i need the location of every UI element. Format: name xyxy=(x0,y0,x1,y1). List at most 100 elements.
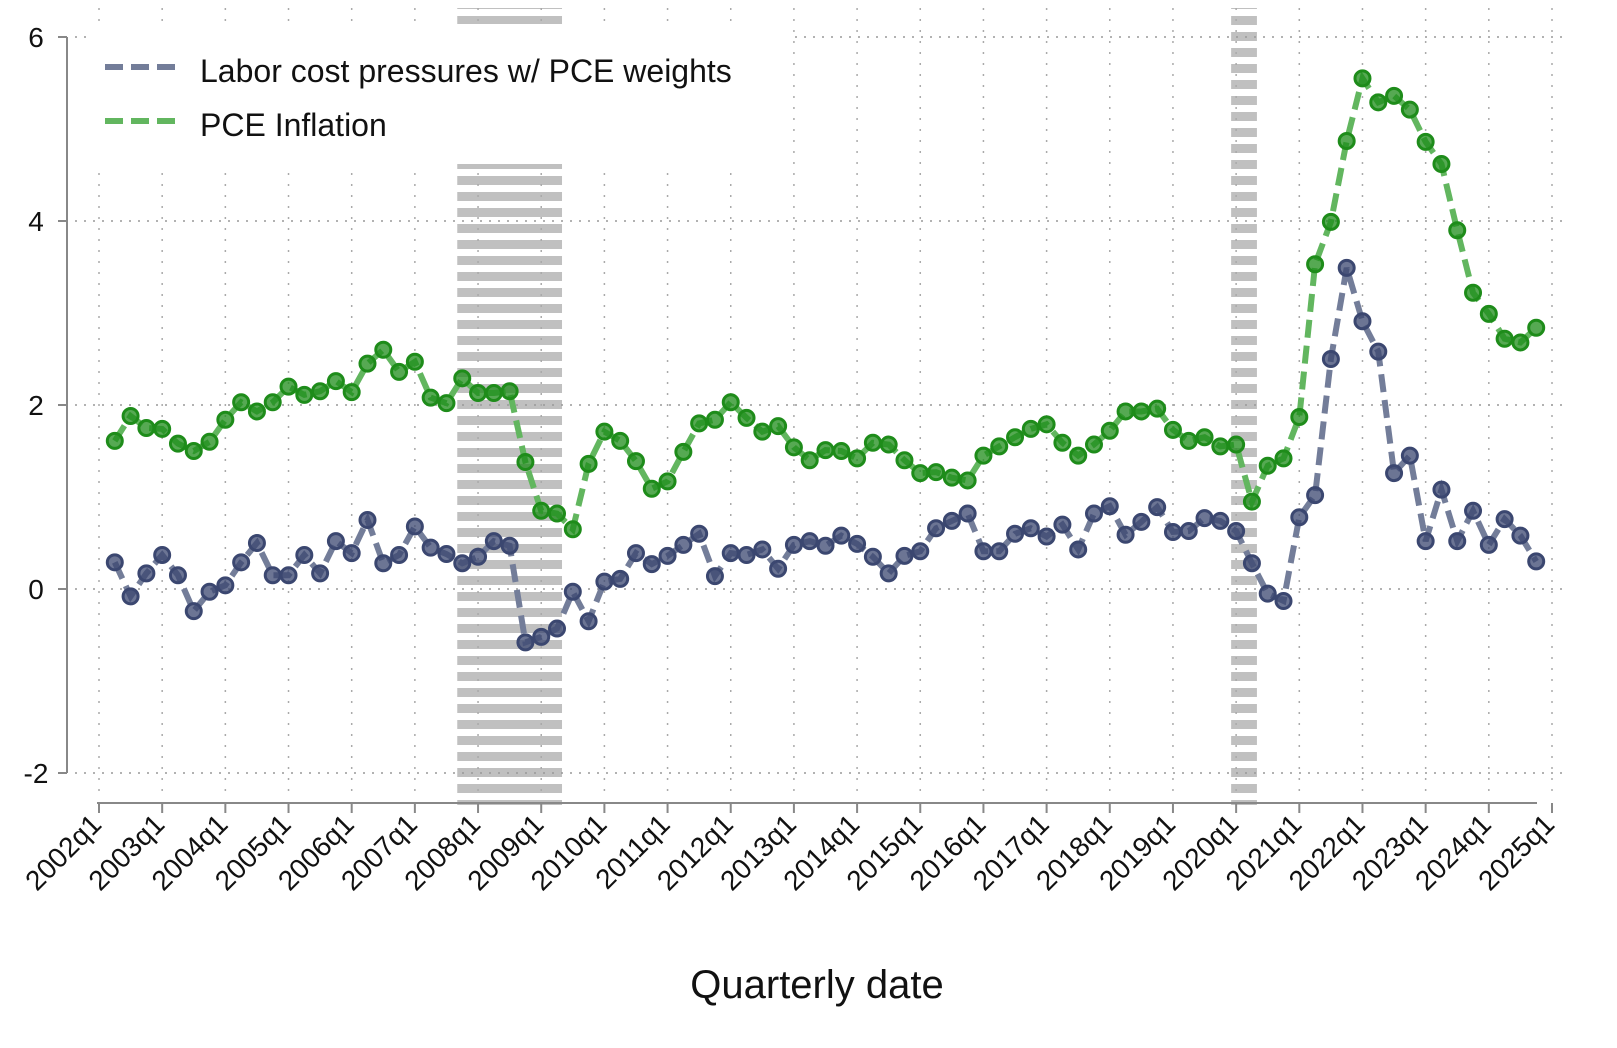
data-point xyxy=(1511,526,1530,545)
data-point xyxy=(674,535,693,554)
data-point xyxy=(927,519,946,538)
data-point xyxy=(1084,504,1103,523)
data-point xyxy=(184,602,203,621)
data-point xyxy=(374,554,393,573)
data-point xyxy=(690,524,709,543)
data-point xyxy=(311,382,330,401)
data-point xyxy=(168,434,187,453)
data-point xyxy=(121,407,140,426)
data-point xyxy=(358,354,377,373)
data-point xyxy=(579,612,598,631)
data-point xyxy=(658,546,677,565)
data-point xyxy=(232,553,251,572)
data-point xyxy=(153,545,172,564)
data-point xyxy=(311,564,330,583)
data-point xyxy=(1290,508,1309,527)
data-point xyxy=(405,517,424,536)
data-point xyxy=(1195,428,1214,447)
data-point xyxy=(690,414,709,433)
legend: Labor cost pressures w/ PCE weights PCE … xyxy=(88,24,793,164)
data-point xyxy=(579,454,598,473)
data-point xyxy=(911,542,930,561)
data-point xyxy=(1195,509,1214,528)
data-point xyxy=(990,542,1009,561)
data-point xyxy=(626,544,645,563)
data-point xyxy=(1258,456,1277,475)
x-axis-title: Quarterly date xyxy=(690,963,943,1007)
data-point xyxy=(1211,511,1230,530)
data-point xyxy=(595,572,614,591)
data-point xyxy=(453,369,472,388)
y-tick-label: -2 xyxy=(24,758,49,789)
y-tick-label: 2 xyxy=(28,390,44,421)
data-point xyxy=(674,442,693,461)
data-point xyxy=(326,372,345,391)
data-point xyxy=(1179,522,1198,541)
data-point xyxy=(1464,501,1483,520)
data-point xyxy=(137,419,156,437)
data-point xyxy=(532,627,551,646)
data-point xyxy=(1116,525,1135,544)
data-point xyxy=(974,446,993,465)
data-point xyxy=(437,545,456,564)
data-point xyxy=(737,545,756,564)
data-point xyxy=(942,511,961,530)
data-point xyxy=(1274,449,1293,468)
data-point xyxy=(1321,350,1340,368)
data-point xyxy=(121,587,140,606)
data-point xyxy=(974,542,993,561)
data-point xyxy=(247,402,266,421)
data-point xyxy=(1227,435,1246,454)
data-point xyxy=(737,408,756,427)
data-point xyxy=(1132,512,1151,531)
data-point xyxy=(1432,480,1451,499)
data-point xyxy=(816,536,835,555)
data-point xyxy=(105,553,124,572)
data-point xyxy=(1337,131,1356,150)
data-point xyxy=(1400,100,1419,119)
data-point xyxy=(642,479,661,498)
recession-band-1 xyxy=(1231,8,1257,805)
data-point xyxy=(879,435,898,454)
data-point xyxy=(532,501,551,520)
data-point xyxy=(1416,532,1435,551)
data-point xyxy=(1527,318,1546,337)
data-point xyxy=(279,566,298,585)
y-tick-label: 4 xyxy=(28,206,44,237)
data-point xyxy=(1448,532,1467,551)
data-point xyxy=(1385,86,1404,105)
data-point xyxy=(500,536,519,555)
data-point xyxy=(1274,591,1293,610)
legend-label-labor-cost: Labor cost pressures w/ PCE weights xyxy=(200,53,732,89)
data-point xyxy=(1132,402,1151,421)
data-point xyxy=(516,453,535,472)
data-point xyxy=(832,442,851,460)
data-point xyxy=(753,422,772,441)
data-point xyxy=(1495,510,1514,529)
y-tick-label: 0 xyxy=(28,574,44,605)
data-point xyxy=(1369,93,1388,112)
data-point xyxy=(1479,535,1498,554)
data-point xyxy=(342,544,361,563)
data-point xyxy=(437,394,456,413)
data-point xyxy=(232,393,251,412)
data-point xyxy=(595,422,614,441)
data-point xyxy=(1306,486,1325,505)
data-point xyxy=(927,463,946,482)
data-point xyxy=(958,504,977,523)
data-point xyxy=(184,442,203,460)
data-point xyxy=(1321,212,1340,231)
data-point xyxy=(990,437,1009,456)
data-point xyxy=(216,410,235,429)
data-point xyxy=(1163,522,1182,541)
data-point xyxy=(279,377,298,396)
data-point xyxy=(642,555,661,574)
data-point xyxy=(1069,446,1088,465)
data-point xyxy=(484,532,503,551)
data-point xyxy=(611,431,630,450)
data-point xyxy=(705,567,724,586)
data-point xyxy=(1021,519,1040,538)
data-point xyxy=(1337,258,1356,277)
data-point xyxy=(1006,428,1025,447)
data-point xyxy=(769,417,788,436)
